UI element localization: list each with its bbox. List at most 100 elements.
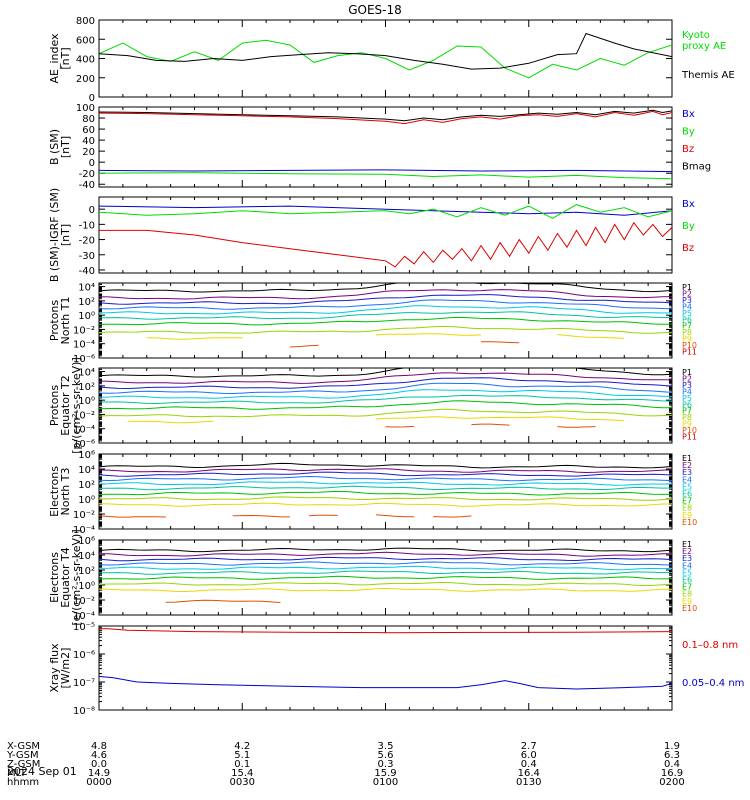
- plot-title: GOES-18: [348, 3, 402, 17]
- channel-2-line: [99, 289, 672, 300]
- legend-label: Bx: [682, 109, 695, 120]
- orbit-value: 0100: [373, 777, 398, 788]
- channel-9-line: [375, 333, 482, 336]
- legend-p7: P7: [682, 407, 692, 416]
- legend-p5: P5: [682, 309, 692, 318]
- y-tick-label: 10⁻⁶: [73, 354, 95, 365]
- orbit-value: 0130: [516, 777, 541, 788]
- y-tick-label: -10: [79, 220, 95, 231]
- y-axis-label-line: [e/(cm²-s-sr-keV)]: [70, 529, 83, 625]
- channel-10-line: [433, 515, 472, 518]
- series-line-1: [99, 109, 672, 122]
- y-tick-label: 10⁻²: [73, 410, 95, 421]
- channel-10-line: [557, 426, 596, 428]
- y-axis-label-line: Xray flux: [48, 643, 61, 693]
- y-tick-label: 10⁻⁶: [73, 439, 95, 450]
- legend-p10: P10: [682, 341, 697, 350]
- channel-9-line: [99, 587, 672, 593]
- y-tick-label: 10⁰: [78, 311, 95, 322]
- y-axis-label: ElectronsEquator T4[e/(cm²-s-sr-keV)]: [48, 529, 83, 625]
- channel-7-line: [99, 316, 672, 326]
- orbit-row-label: MLT: [7, 768, 27, 779]
- channel-4-line: [99, 475, 672, 482]
- y-tick-label: 10⁰: [78, 581, 95, 592]
- legend-p5: P5: [682, 394, 692, 403]
- orbit-row-label: Z-GSM: [7, 759, 40, 770]
- y-axis-label-line: Equator T4: [59, 547, 72, 607]
- legend-e8: E8: [682, 504, 692, 513]
- legend-label: Themis AE: [681, 70, 735, 81]
- legend-p8: P8: [682, 328, 692, 337]
- orbit-value: 0.1: [234, 759, 250, 770]
- orbit-value: 15.9: [374, 768, 396, 779]
- y-tick-label: 0: [89, 205, 95, 216]
- y-axis-label-line: North T1: [59, 297, 72, 345]
- legend-e3: E3: [682, 468, 692, 477]
- series-line-1: [99, 205, 672, 216]
- legend-e1: E1: [682, 454, 692, 463]
- channel-5-line: [99, 481, 672, 486]
- y-tick-label: 10²: [78, 297, 95, 308]
- legend-p6: P6: [682, 400, 692, 409]
- legend-p4: P4: [682, 302, 692, 311]
- series-group: [99, 547, 672, 603]
- y-tick-label: 10²: [78, 480, 95, 491]
- legend-label: Bmag: [682, 162, 711, 173]
- date-label: 2024 Sep 01: [7, 765, 77, 778]
- y-tick-label: 10⁻⁸: [73, 706, 95, 717]
- y-axis-label: ElectronsNorth T3: [48, 466, 72, 517]
- channel-2-line: [99, 468, 672, 474]
- channel-1-line: [99, 368, 672, 378]
- y-axis-label-line: [nT]: [59, 224, 72, 246]
- legend-p7: P7: [682, 322, 692, 331]
- y-axis-label-line: Protons: [48, 300, 61, 341]
- channel-4-line: [99, 299, 672, 310]
- orbit-value: 16.9: [661, 768, 683, 779]
- y-tick-label: 800: [76, 16, 95, 27]
- orbit-value: 6.3: [664, 750, 680, 761]
- channel-10-line: [385, 425, 415, 428]
- legend-e9: E9: [682, 597, 692, 606]
- y-axis-label-line: [p/(cm²-s-sr-keV)]: [70, 357, 83, 454]
- channel-5-line: [99, 565, 672, 571]
- channel-4-line: [99, 382, 672, 395]
- y-tick-label: 10⁶: [78, 450, 95, 461]
- y-tick-label: 10⁻⁴: [73, 611, 95, 622]
- y-tick-label: 10⁻⁴: [73, 525, 95, 536]
- channel-10-line: [99, 515, 166, 518]
- channel-10-line: [232, 514, 290, 518]
- y-axis-label: ProtonsNorth T1: [48, 297, 72, 345]
- y-tick-label: 10⁻²: [73, 596, 95, 607]
- y-axis-label-line: North T3: [59, 468, 72, 516]
- channel-10-line: [289, 344, 319, 348]
- legend-label: Bx: [682, 199, 695, 210]
- y-tick-label: 60: [82, 125, 95, 136]
- y-axis-label: AE_index[nT]: [48, 33, 72, 84]
- panel-4: 10⁻⁶ 10⁻⁴ 10⁻² 10⁰ 10² 10⁴ ProtonsNorth T1 P1P2…: [48, 282, 697, 365]
- y-tick-label: 600: [76, 35, 95, 46]
- legend-e9: E9: [682, 511, 692, 520]
- channel-3-line: [99, 471, 672, 477]
- y-axis-label-line: AE_index: [48, 33, 61, 84]
- legend-label: 0.1–0.8 nm: [682, 640, 738, 651]
- channel-1-line: [99, 547, 672, 553]
- channel-6-line: [99, 485, 672, 491]
- orbit-value: 0.0: [91, 759, 107, 770]
- panel-3: -40 -30 -20 -10 0 B (SM)-IGRF (SM)[nT] Bx By Bz: [48, 188, 695, 282]
- channel-3-line: [99, 377, 672, 390]
- y-tick-label: 10⁶: [78, 536, 95, 547]
- orbit-row-label: Y-GSM: [6, 750, 39, 761]
- y-tick-label: 10⁰: [78, 495, 95, 506]
- legend-e5: E5: [682, 482, 692, 491]
- legend-p9: P9: [682, 335, 692, 344]
- orbit-value: 6.0: [521, 750, 537, 761]
- legend-p1: P1: [682, 283, 692, 292]
- y-axis-label-line: [nT]: [59, 136, 72, 158]
- orbit-value: 4.8: [91, 741, 107, 752]
- channel-8-line: [99, 581, 672, 587]
- series-group: [99, 283, 672, 348]
